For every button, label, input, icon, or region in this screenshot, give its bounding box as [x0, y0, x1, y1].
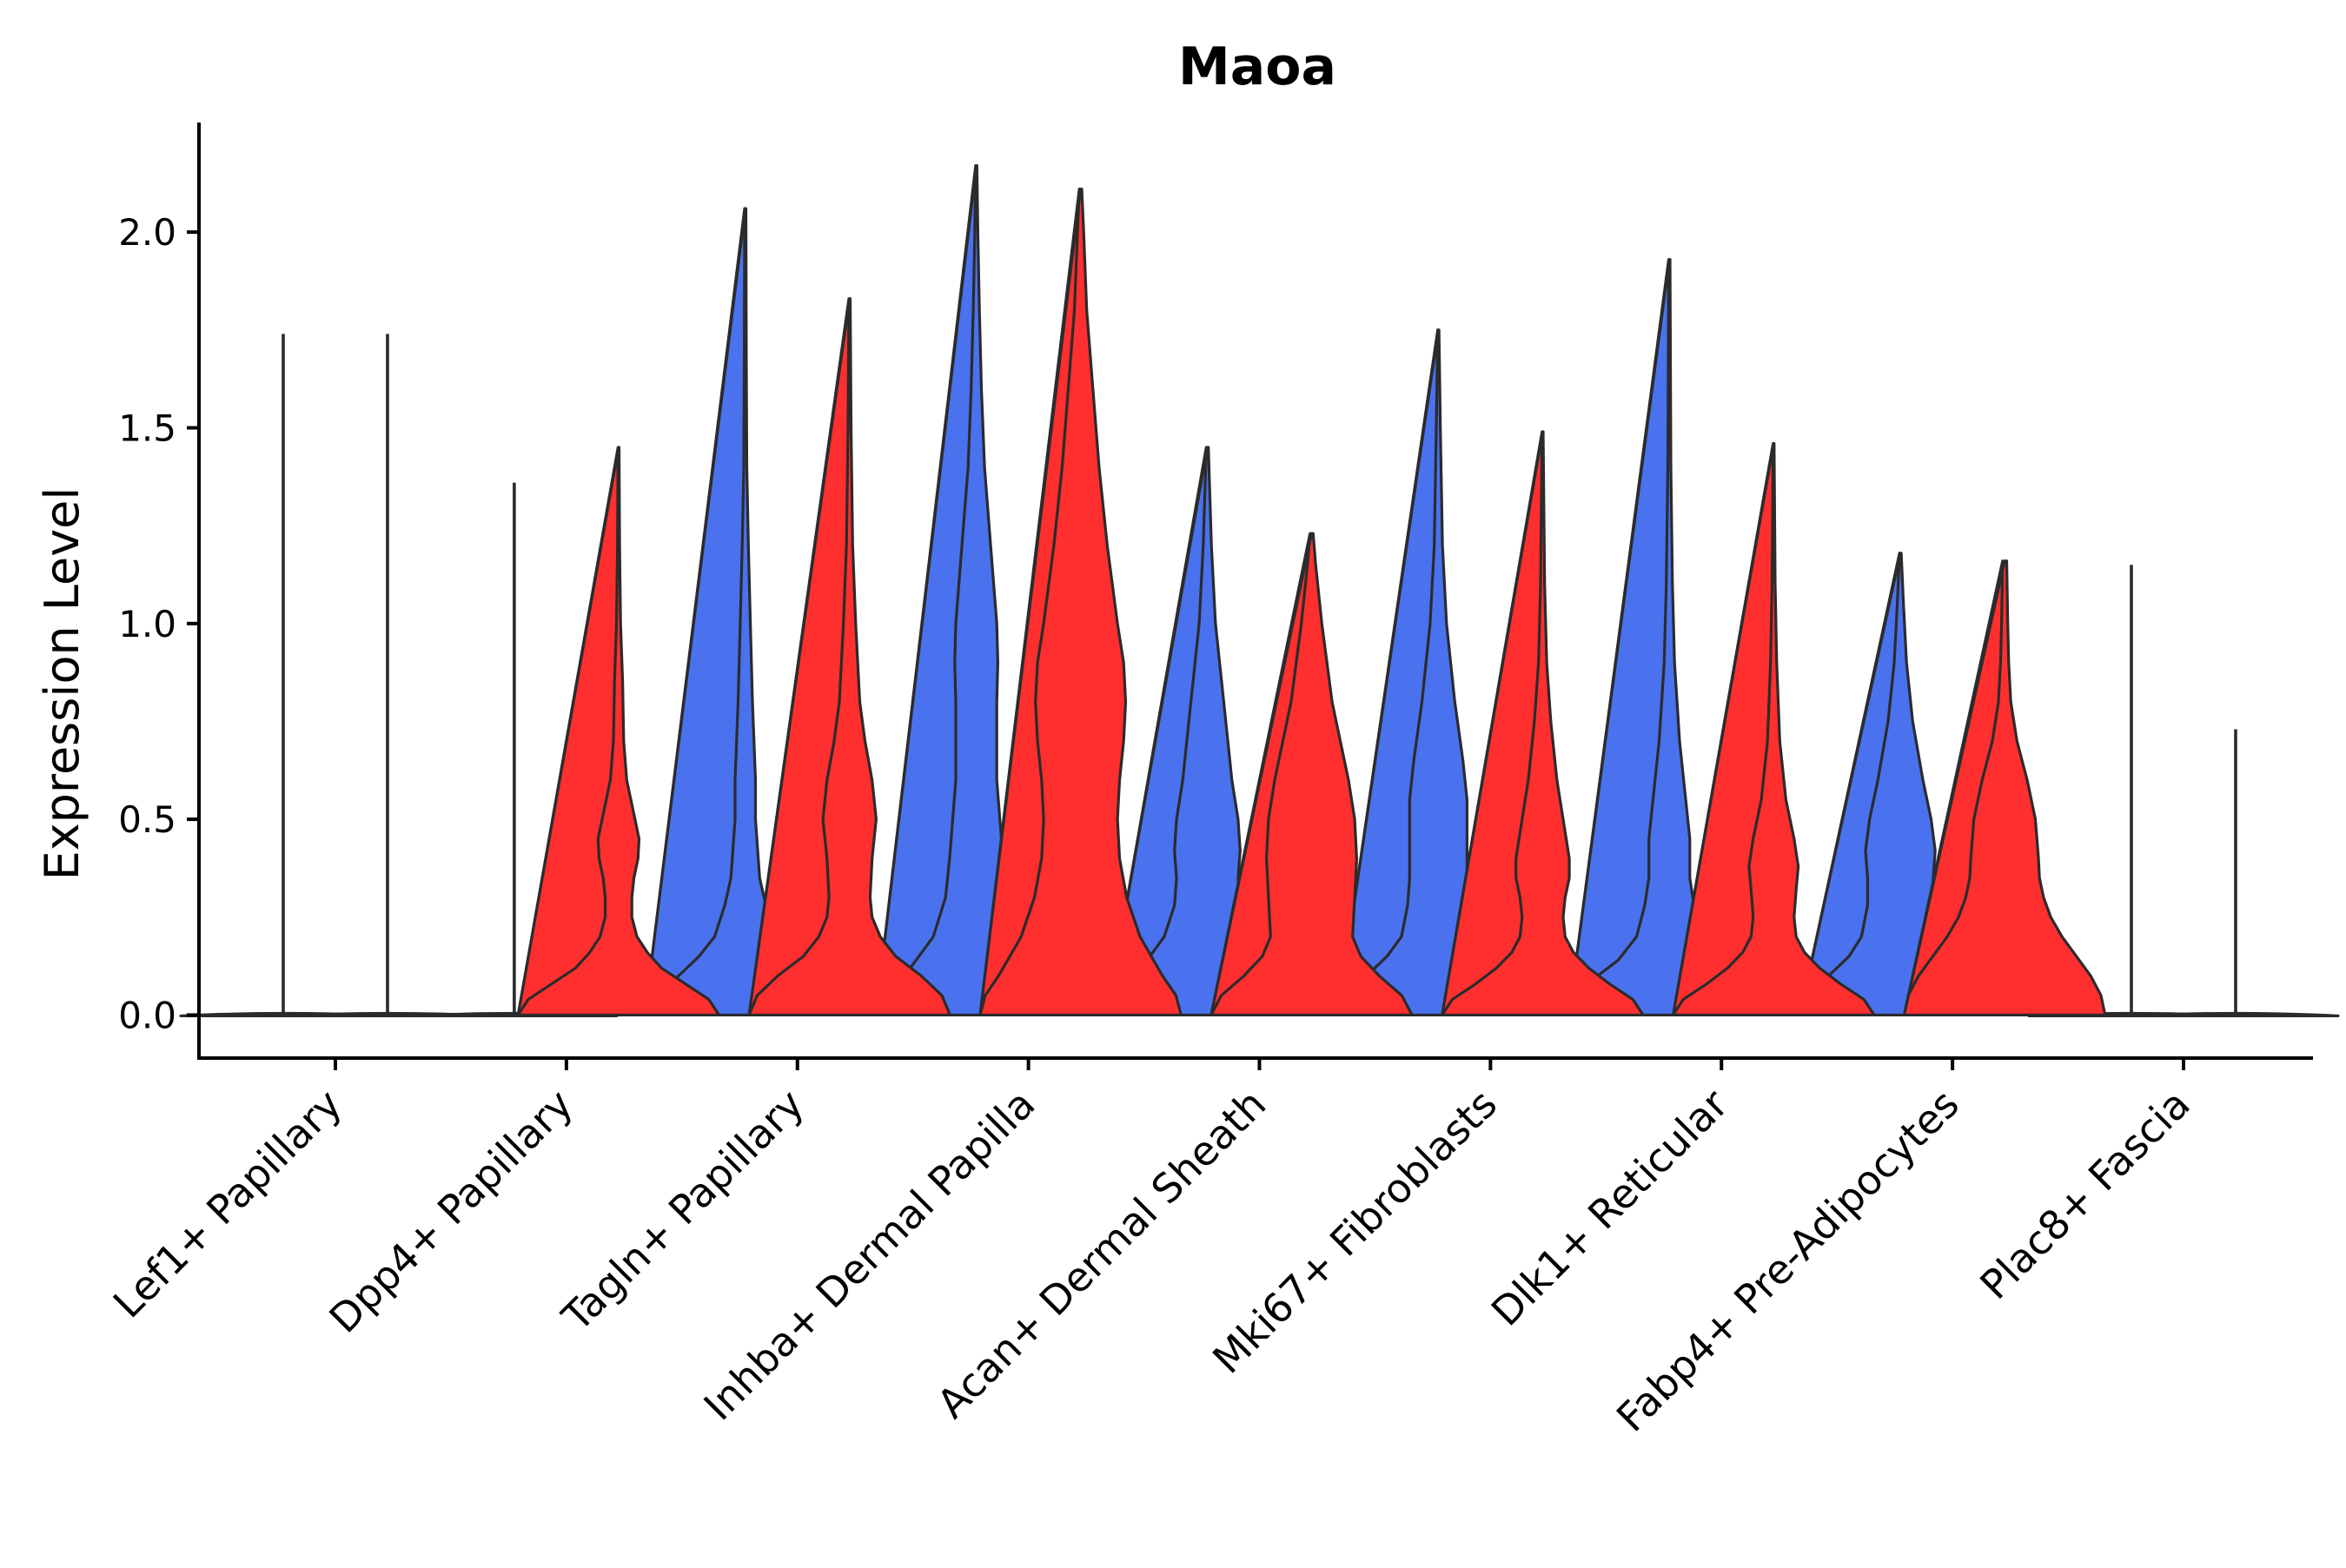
violin-body [978, 188, 1183, 1017]
violin-body [1209, 532, 1414, 1017]
violin-body [1672, 441, 1876, 1017]
violin-body [874, 163, 1078, 1017]
x-tick-label: Plac8+ Fascia [1971, 1081, 2198, 1308]
y-tick-label: 0.5 [118, 798, 176, 841]
violin-2-7 [1672, 441, 1876, 1017]
x-tick-label: Lef1+ Papillary [104, 1081, 351, 1327]
violin-1-4 [874, 163, 1078, 1017]
violin-body [516, 446, 721, 1017]
y-tick-label: 2.0 [118, 211, 176, 254]
y-tick-label: 0.0 [118, 994, 176, 1036]
violin-body [1798, 552, 2003, 1017]
y-tick-label: 1.5 [118, 407, 176, 449]
violin-1-6 [1336, 328, 1541, 1017]
violin-1-1 [179, 334, 388, 1018]
x-tick-label: Dlk1+ Reticular [1482, 1081, 1737, 1335]
violin-1-5 [1105, 446, 1309, 1017]
x-tick-label: Dpp4+ Papillary [320, 1081, 581, 1342]
violin-body [747, 297, 951, 1017]
chart-title: Maoa [1178, 36, 1336, 97]
violin-1-3 [643, 207, 847, 1017]
violin-body [1105, 446, 1309, 1017]
violin-2-2 [516, 446, 721, 1017]
y-axis-ticks: 0.0 0.5 1.0 1.5 2.0 [118, 211, 199, 1036]
violin-body [1567, 258, 1772, 1017]
violin-2-1 [283, 334, 492, 1018]
violin-1-8 [1798, 552, 2003, 1017]
violin-body [1441, 430, 1645, 1017]
violin-body [643, 207, 847, 1017]
violin-2-6 [1441, 430, 1645, 1017]
violin-body [283, 1011, 492, 1018]
y-tick-label: 1.0 [118, 603, 176, 645]
y-axis-label: Expression Level [35, 487, 89, 881]
violin-2-5 [1209, 532, 1414, 1017]
violin-2-3 [747, 297, 951, 1017]
violin-body [2131, 1011, 2340, 1018]
violin-body [1336, 328, 1541, 1017]
violin-1-7 [1567, 258, 1772, 1017]
violin-layer [179, 163, 2340, 1018]
x-tick-label: Tagln+ Papillary [553, 1081, 813, 1341]
violin-2-8 [1902, 559, 2107, 1017]
violin-2-9 [2131, 729, 2340, 1018]
violin-body [1902, 559, 2107, 1017]
violin-2-4 [978, 188, 1183, 1017]
